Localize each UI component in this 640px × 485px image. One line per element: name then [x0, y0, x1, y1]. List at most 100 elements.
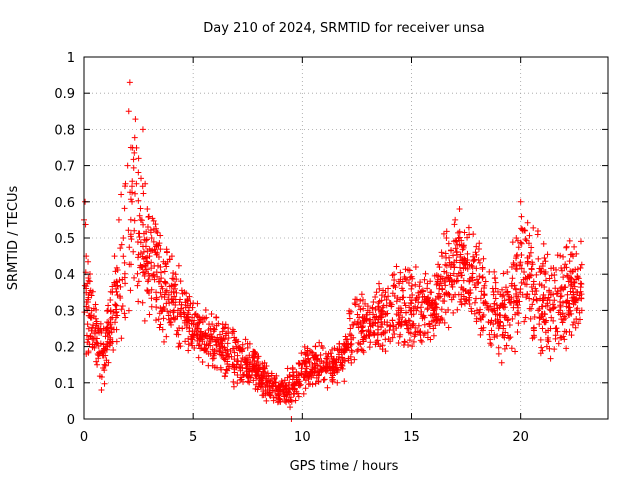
data-point	[272, 379, 279, 386]
data-point	[524, 258, 531, 265]
data-point	[471, 310, 478, 317]
data-point	[397, 331, 404, 338]
data-point	[111, 253, 118, 260]
data-point	[578, 261, 585, 268]
data-point	[221, 373, 228, 380]
data-point	[537, 350, 544, 357]
data-point	[320, 377, 327, 384]
data-point	[191, 311, 198, 318]
data-point	[473, 265, 480, 272]
data-point	[476, 259, 483, 266]
data-point	[131, 134, 138, 141]
data-point	[107, 340, 114, 347]
data-point	[246, 340, 253, 347]
data-point	[523, 294, 530, 301]
data-point	[383, 296, 390, 303]
data-point	[246, 365, 253, 372]
data-point	[531, 314, 538, 321]
data-point	[228, 353, 235, 360]
data-point	[410, 311, 417, 318]
data-point	[391, 276, 398, 283]
data-point	[577, 288, 584, 295]
data-point	[566, 237, 573, 244]
data-point	[530, 296, 537, 303]
data-point	[88, 327, 95, 334]
data-point	[146, 246, 153, 253]
data-point	[104, 329, 111, 336]
data-point	[382, 289, 389, 296]
data-point	[191, 345, 198, 352]
data-point	[246, 352, 253, 359]
data-point	[417, 304, 424, 311]
data-point	[104, 324, 111, 331]
data-point	[565, 278, 572, 285]
data-point	[346, 315, 353, 322]
data-point	[571, 243, 578, 250]
data-point	[302, 351, 309, 358]
data-point	[219, 328, 226, 335]
data-point	[560, 333, 567, 340]
data-point	[565, 304, 572, 311]
data-point	[572, 266, 579, 273]
data-point	[187, 336, 194, 343]
data-point	[427, 278, 434, 285]
data-point	[207, 325, 214, 332]
data-point	[431, 299, 438, 306]
data-point	[284, 391, 291, 398]
data-point	[451, 221, 458, 228]
data-point	[86, 278, 93, 285]
data-point	[130, 156, 137, 163]
data-point	[478, 288, 485, 295]
data-point	[119, 276, 126, 283]
data-point	[103, 357, 110, 364]
data-point	[127, 287, 134, 294]
data-point	[491, 307, 498, 314]
data-point	[397, 269, 404, 276]
data-point	[529, 259, 536, 266]
data-point	[114, 282, 121, 289]
data-point	[427, 289, 434, 296]
data-point	[406, 337, 413, 344]
data-point	[137, 205, 144, 212]
data-point	[148, 235, 155, 241]
data-point	[168, 253, 175, 260]
data-point	[557, 252, 564, 259]
data-point	[454, 273, 461, 280]
data-point	[92, 315, 99, 322]
data-point	[117, 245, 124, 252]
x-axis-label: GPS time / hours	[290, 459, 399, 474]
data-point	[312, 364, 319, 371]
data-point	[121, 205, 128, 212]
data-point	[552, 285, 559, 292]
data-point	[351, 300, 358, 307]
data-point	[452, 245, 459, 252]
data-point	[266, 392, 273, 399]
data-point	[129, 178, 136, 185]
data-point	[176, 324, 183, 331]
data-point	[127, 216, 134, 223]
data-point	[162, 289, 169, 296]
data-point	[491, 268, 498, 275]
data-point	[333, 359, 340, 366]
data-point	[564, 291, 571, 298]
data-point	[210, 352, 217, 359]
data-point	[348, 359, 355, 366]
data-point	[329, 372, 336, 379]
data-point	[529, 335, 536, 342]
data-point	[140, 248, 147, 255]
data-point	[222, 370, 229, 377]
data-point	[96, 350, 103, 357]
data-point	[471, 281, 478, 288]
data-point	[109, 314, 116, 321]
data-point	[451, 264, 458, 271]
data-point	[545, 334, 552, 341]
data-point	[448, 281, 455, 288]
data-point	[237, 367, 244, 374]
data-point	[231, 349, 238, 356]
data-point	[399, 278, 406, 285]
data-point	[324, 384, 331, 391]
data-point	[405, 342, 412, 349]
data-point	[185, 341, 192, 348]
x-tick-label: 5	[189, 430, 197, 445]
data-point	[421, 321, 428, 328]
